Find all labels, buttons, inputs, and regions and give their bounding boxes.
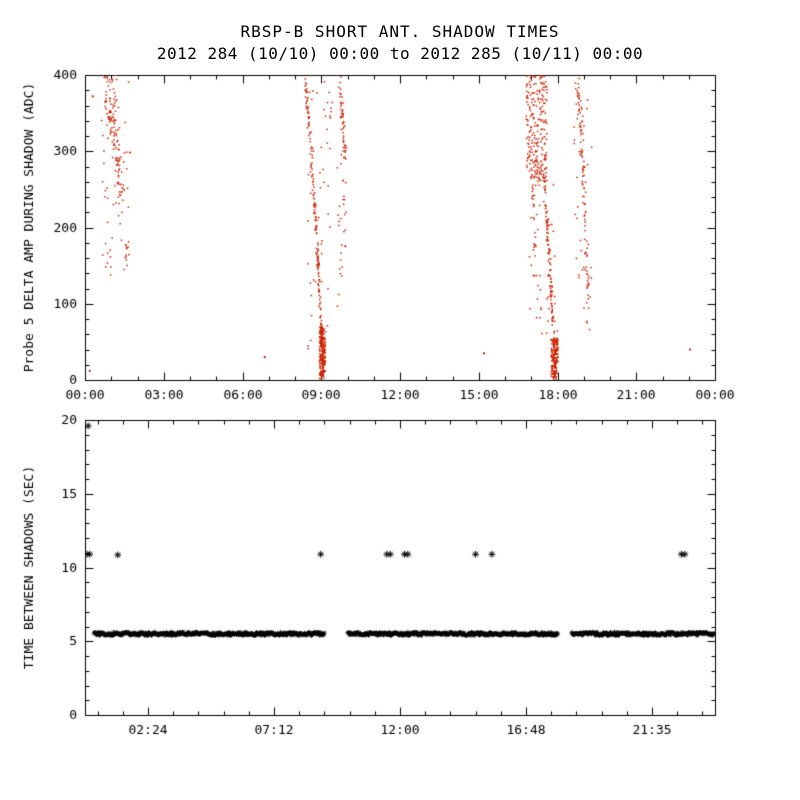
chart-title: RBSP-B SHORT ANT. SHADOW TIMES bbox=[240, 22, 560, 41]
chart-subtitle: 2012 284 (10/10) 00:00 to 2012 285 (10/1… bbox=[156, 44, 644, 63]
figure-titles: RBSP-B SHORT ANT. SHADOW TIMES 2012 284 … bbox=[0, 22, 800, 63]
